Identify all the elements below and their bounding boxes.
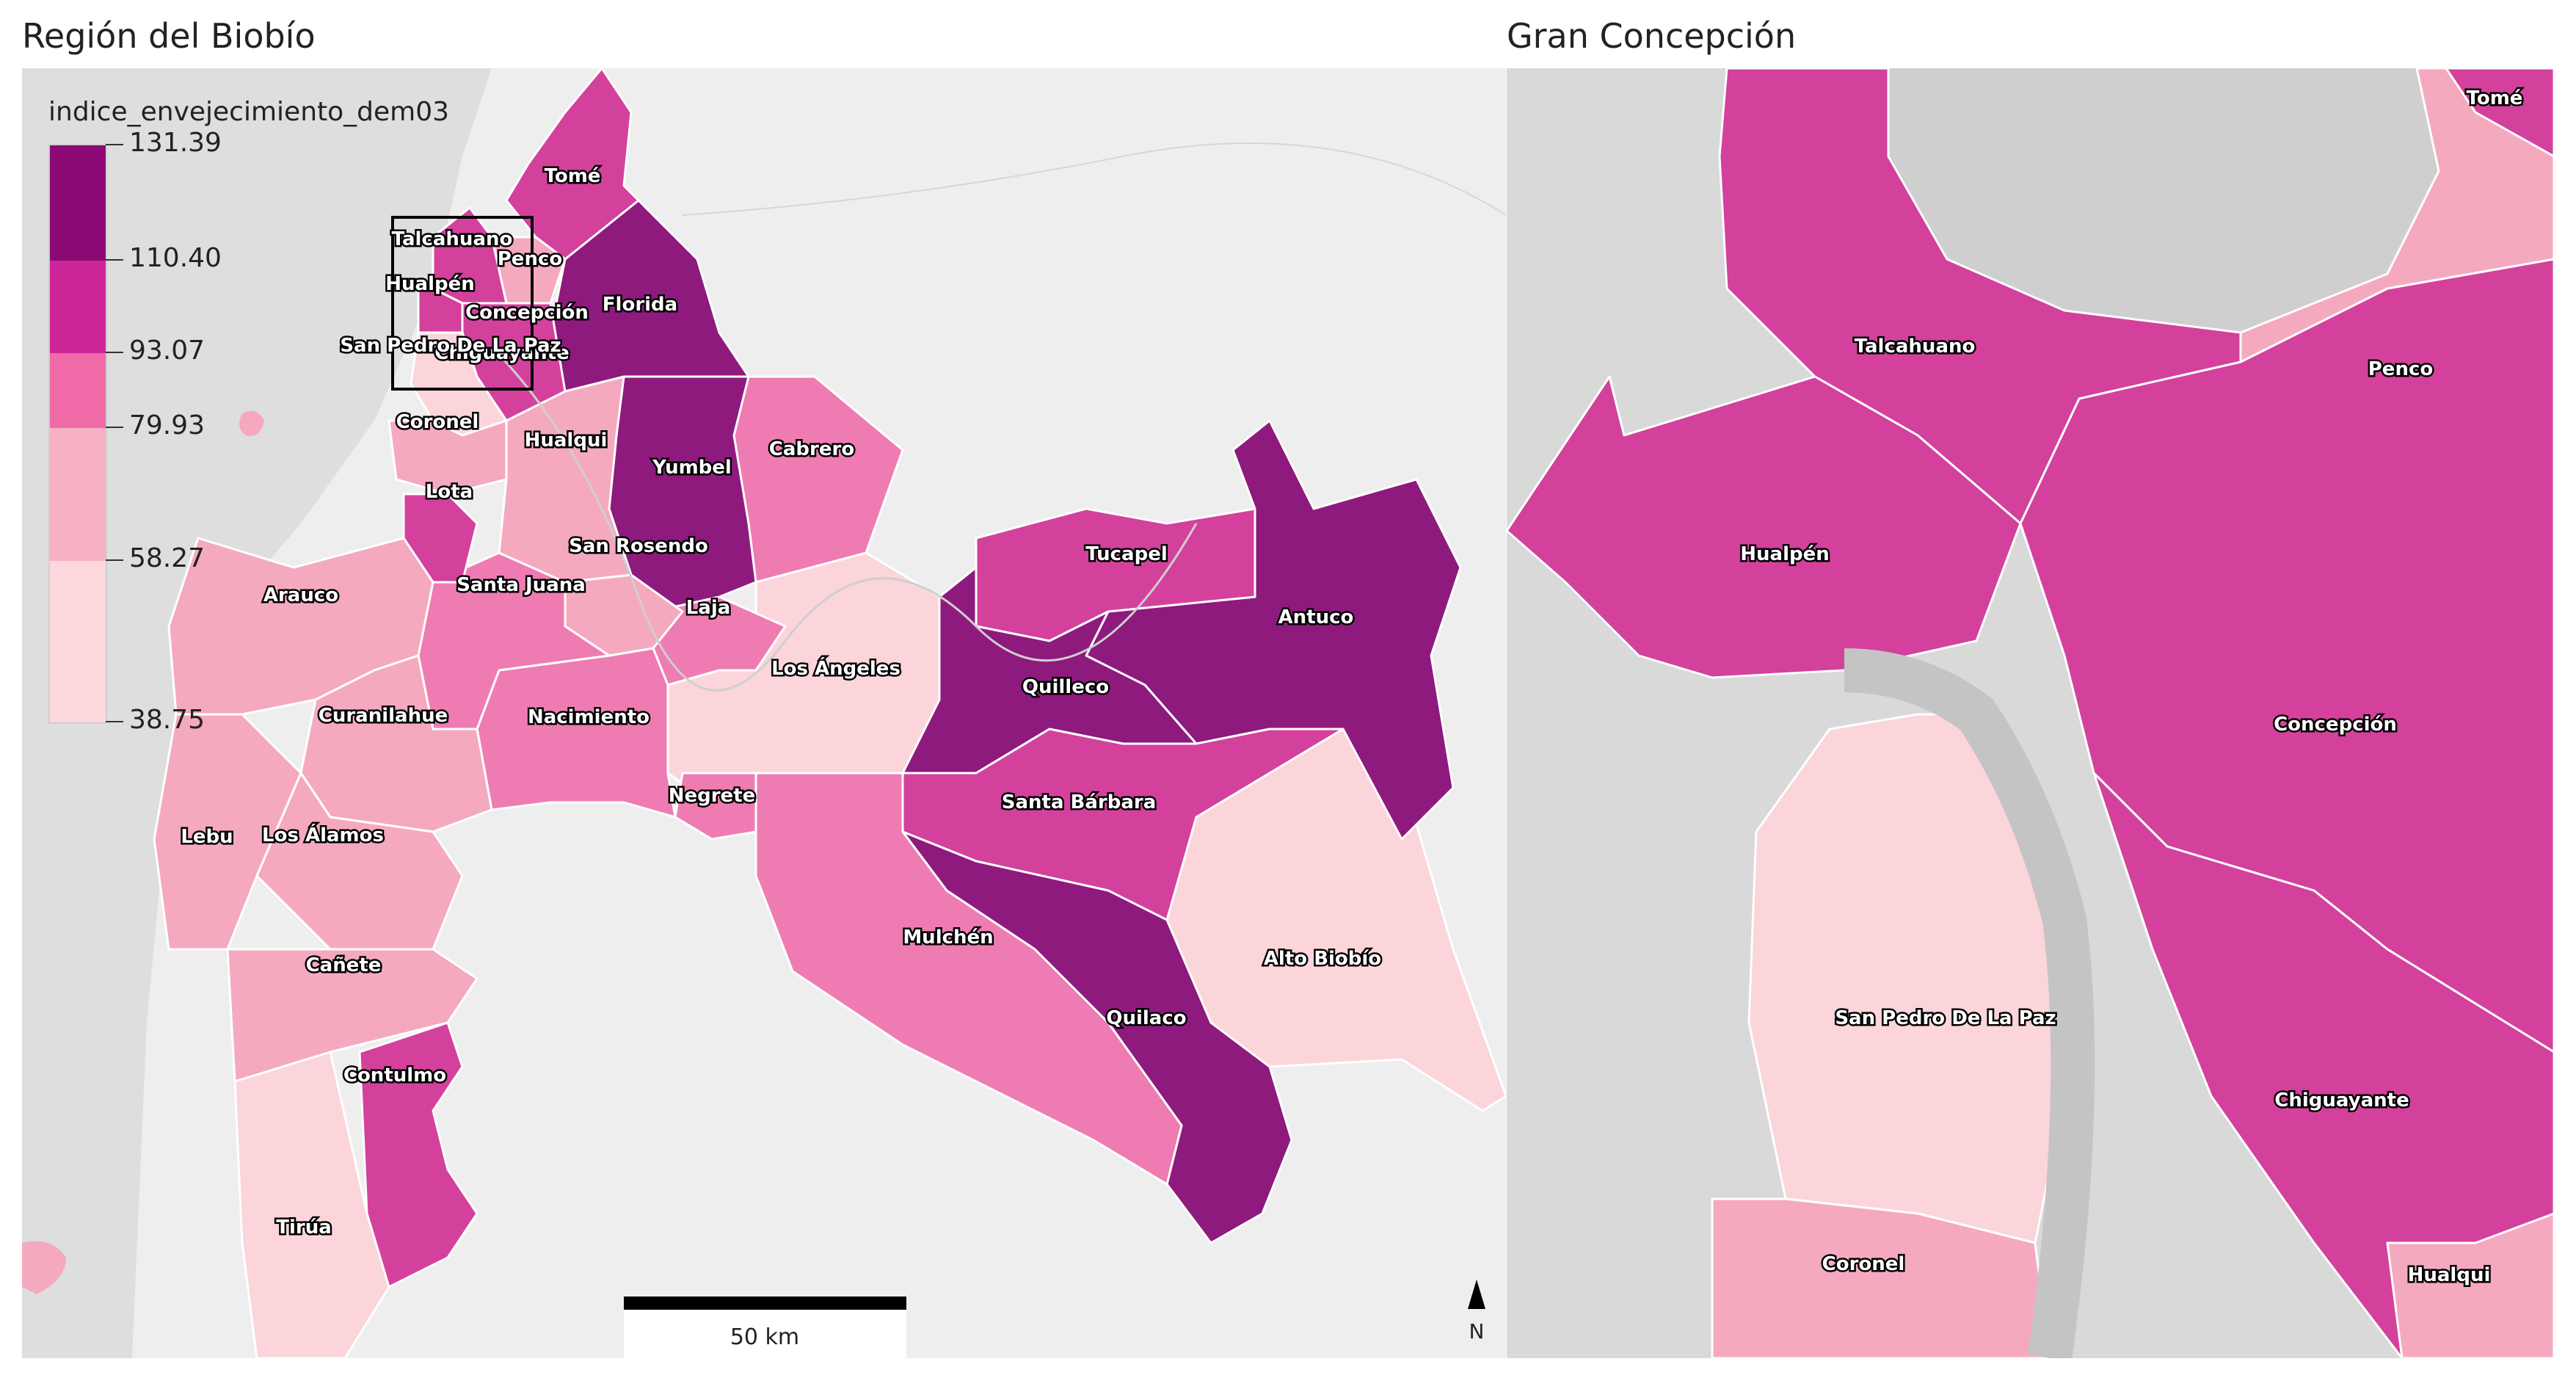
label-alto-biobio: Alto Biobío bbox=[1264, 948, 1381, 970]
river-itata bbox=[682, 142, 1506, 216]
island-santa-maria bbox=[239, 410, 264, 436]
label-r-chiguayante: Chiguayante bbox=[2274, 1089, 2409, 1112]
label-penco: Penco bbox=[498, 248, 562, 270]
label-antuco: Antuco bbox=[1278, 606, 1354, 628]
label-hualpen: Hualpén bbox=[385, 273, 474, 295]
legend-tick-label: 58.27 bbox=[129, 543, 205, 573]
label-quilleco: Quilleco bbox=[1022, 676, 1109, 698]
comuna-tirua[interactable] bbox=[233, 1051, 390, 1358]
legend-swatch bbox=[50, 352, 106, 429]
scale-bar-label: 50 km bbox=[730, 1324, 799, 1350]
scale-bar bbox=[624, 1297, 906, 1310]
label-los-angeles: Los Ángeles bbox=[771, 656, 900, 680]
legend-tick-label: 38.75 bbox=[129, 705, 205, 735]
north-label: N bbox=[1469, 1319, 1485, 1343]
region-chiguayante[interactable] bbox=[2092, 772, 2554, 1358]
label-tirua: Tirúa bbox=[276, 1216, 332, 1239]
legend-tick-label: 79.93 bbox=[129, 410, 205, 441]
scale-bar-box bbox=[624, 1310, 906, 1358]
label-santa-juana: Santa Juana bbox=[456, 574, 586, 596]
label-r-talcahuano: Talcahuano bbox=[1855, 336, 1976, 358]
label-r-tome: Tomé bbox=[2467, 87, 2523, 109]
river-biobio-mouth bbox=[1844, 648, 2095, 1358]
label-nacimiento: Nacimiento bbox=[528, 706, 650, 728]
legend-tick-mark bbox=[106, 721, 123, 722]
legend-color-bar bbox=[48, 144, 107, 724]
biobio-region-map[interactable]: 50 km N Tomé Talcahuano Penco Hualpén Fl… bbox=[22, 68, 1506, 1358]
region-tome[interactable] bbox=[2445, 68, 2554, 158]
inset-extent-box[interactable] bbox=[391, 216, 534, 391]
label-chiguayante: Chiguayante bbox=[434, 342, 569, 364]
right-panel-title: Gran Concepción bbox=[1507, 16, 1797, 56]
gran-concepcion-map[interactable]: Tomé Talcahuano Penco Hualpén Concepción… bbox=[1507, 68, 2554, 1358]
label-lebu: Lebu bbox=[181, 826, 233, 848]
legend-tick-label: 110.40 bbox=[129, 243, 222, 274]
label-tucapel: Tucapel bbox=[1085, 543, 1168, 565]
label-yumbel: Yumbel bbox=[652, 457, 732, 479]
label-lota: Lota bbox=[426, 481, 473, 503]
legend-tick-mark bbox=[106, 351, 123, 353]
region-penco[interactable] bbox=[2239, 68, 2554, 363]
legend-tick-label: 131.39 bbox=[129, 128, 222, 158]
label-mulchen: Mulchén bbox=[903, 926, 993, 949]
comuna-coronel[interactable] bbox=[388, 419, 508, 496]
label-san-pedro: San Pedro De La Paz bbox=[340, 335, 561, 357]
label-tome: Tomé bbox=[545, 165, 601, 187]
legend-tick-mark bbox=[106, 259, 123, 261]
label-r-coronel: Coronel bbox=[1822, 1253, 1905, 1275]
legend-swatch bbox=[50, 145, 106, 261]
bay-water bbox=[1888, 68, 2439, 333]
legend-swatch bbox=[50, 560, 106, 722]
label-contulmo: Contulmo bbox=[343, 1065, 446, 1087]
legend-tick-mark bbox=[106, 427, 123, 429]
label-laja: Laja bbox=[686, 597, 731, 619]
region-hualpen[interactable] bbox=[1507, 375, 2022, 679]
label-canete: Cañete bbox=[306, 954, 382, 976]
legend-swatch bbox=[50, 428, 106, 561]
label-talcahuano: Talcahuano bbox=[392, 228, 513, 250]
ocean-area bbox=[22, 68, 492, 1358]
label-r-penco: Penco bbox=[2368, 358, 2433, 380]
legend-tick-mark bbox=[106, 144, 123, 145]
legend-tick-mark bbox=[106, 559, 123, 561]
label-r-hualpen: Hualpén bbox=[1740, 543, 1829, 565]
label-san-rosendo: San Rosendo bbox=[569, 535, 708, 557]
label-hualqui: Hualqui bbox=[525, 429, 608, 452]
left-panel-title: Región del Biobío bbox=[22, 16, 316, 56]
label-los-alamos: Los Álamos bbox=[262, 823, 384, 846]
label-r-concepcion: Concepción bbox=[2274, 714, 2397, 736]
label-cabrero: Cabrero bbox=[769, 438, 854, 460]
label-coronel: Coronel bbox=[396, 411, 479, 433]
comuna-nacimiento[interactable] bbox=[476, 647, 677, 819]
region-talcahuano[interactable] bbox=[1718, 68, 2242, 525]
label-concepcion: Concepción bbox=[465, 302, 589, 324]
comuna-mulchen[interactable] bbox=[754, 772, 1183, 1186]
legend-tick-label: 93.07 bbox=[129, 335, 205, 366]
label-florida: Florida bbox=[603, 294, 677, 316]
comuna-negrete[interactable] bbox=[674, 772, 757, 841]
label-arauco: Arauco bbox=[263, 584, 338, 606]
label-r-hualqui: Hualqui bbox=[2408, 1264, 2491, 1286]
label-santa-barbara: Santa Bárbara bbox=[1002, 791, 1157, 813]
region-coronel[interactable] bbox=[1711, 1197, 2051, 1358]
label-curanilahue: Curanilahue bbox=[319, 705, 448, 727]
river-biobio bbox=[490, 346, 1198, 692]
label-negrete: Negrete bbox=[669, 785, 756, 807]
island-mocha bbox=[22, 1241, 66, 1294]
north-arrow-icon bbox=[1468, 1280, 1485, 1309]
label-quilaco: Quilaco bbox=[1106, 1007, 1186, 1029]
label-r-san-pedro: San Pedro De La Paz bbox=[1835, 1007, 2056, 1029]
region-hualqui[interactable] bbox=[2386, 1212, 2554, 1358]
legend-title: indice_envejecimiento_dem03 bbox=[48, 97, 450, 127]
legend-swatch bbox=[50, 261, 106, 353]
comuna-lebu[interactable] bbox=[153, 713, 302, 951]
